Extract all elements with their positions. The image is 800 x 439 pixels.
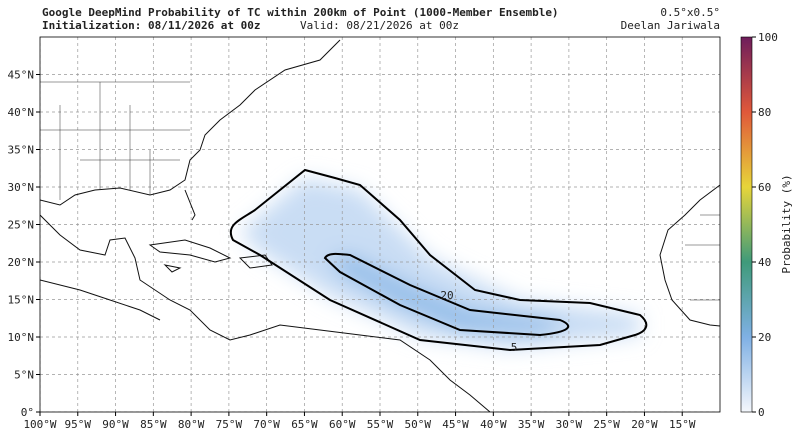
lon-tick-label: 65°W (291, 418, 318, 431)
contour-label: 5 (511, 341, 518, 354)
resolution: 0.5°x0.5° (660, 6, 720, 19)
lon-tick-label: 60°W (329, 418, 356, 431)
colorbar-tick-label: 80 (758, 106, 771, 119)
caribbean-islands (148, 239, 273, 273)
colorbar-tick-label: 100 (758, 31, 778, 44)
colorbar-tick-label: 20 (758, 331, 771, 344)
lon-tick-label: 85°W (140, 418, 167, 431)
lon-tick-label: 50°W (405, 418, 432, 431)
lon-tick-label: 75°W (216, 418, 243, 431)
africa-coast (659, 184, 720, 327)
lat-tick-label: 30°N (8, 181, 35, 194)
lon-tick-label: 30°W (556, 418, 583, 431)
lon-tick-label: 90°W (102, 418, 129, 431)
lon-tick-label: 80°W (178, 418, 205, 431)
lon-tick-label: 100°W (23, 418, 56, 431)
axes: 100°W 95°W 90°W 85°W 80°W 75°W 70°W 65°W 60°W 55°… (8, 31, 778, 431)
contour-5 (229, 168, 648, 352)
lat-tick-label: 45°N (8, 69, 35, 82)
lon-tick-label: 70°W (253, 418, 280, 431)
lat-tick-label: 25°N (8, 219, 35, 232)
lon-tick-label: 55°W (367, 418, 394, 431)
lat-tick-label: 40°N (8, 106, 35, 119)
lon-tick-label: 35°W (518, 418, 545, 431)
lon-tick-label: 40°W (480, 418, 507, 431)
valid-time: Valid: 08/21/2026 at 00z (300, 19, 459, 32)
lat-tick-label: 35°N (8, 144, 35, 157)
colorbar-tick-label: 60 (758, 181, 771, 194)
borders (40, 81, 720, 301)
author: Deelan Jariwala (621, 19, 720, 32)
lon-tick-label: 25°W (593, 418, 620, 431)
lat-tick-label: 0° (21, 406, 34, 419)
coastline (40, 39, 491, 412)
grid (40, 37, 720, 412)
lon-tick-label: 20°W (631, 418, 658, 431)
lat-tick-label: 10°N (8, 331, 35, 344)
title: Google DeepMind Probability of TC within… (42, 6, 559, 19)
lat-tick-label: 20°N (8, 256, 35, 269)
colorbar-tick-label: 40 (758, 256, 771, 269)
lon-tick-label: 95°W (65, 418, 92, 431)
contour-label: 20 (440, 289, 453, 302)
lon-tick-label: 45°W (442, 418, 469, 431)
lon-tick-label: 15°W (669, 418, 696, 431)
initialization: Initialization: 08/11/2026 at 00z (42, 19, 261, 32)
lat-tick-label: 5°N (14, 369, 34, 382)
contour-20 (323, 252, 570, 337)
colorbar-tick-label: 0 (758, 406, 765, 419)
colorbar-label: Probability (%) (780, 174, 793, 273)
map-area: 5 20 (40, 37, 720, 412)
lat-tick-label: 15°N (8, 294, 35, 307)
colorbar (740, 36, 753, 413)
